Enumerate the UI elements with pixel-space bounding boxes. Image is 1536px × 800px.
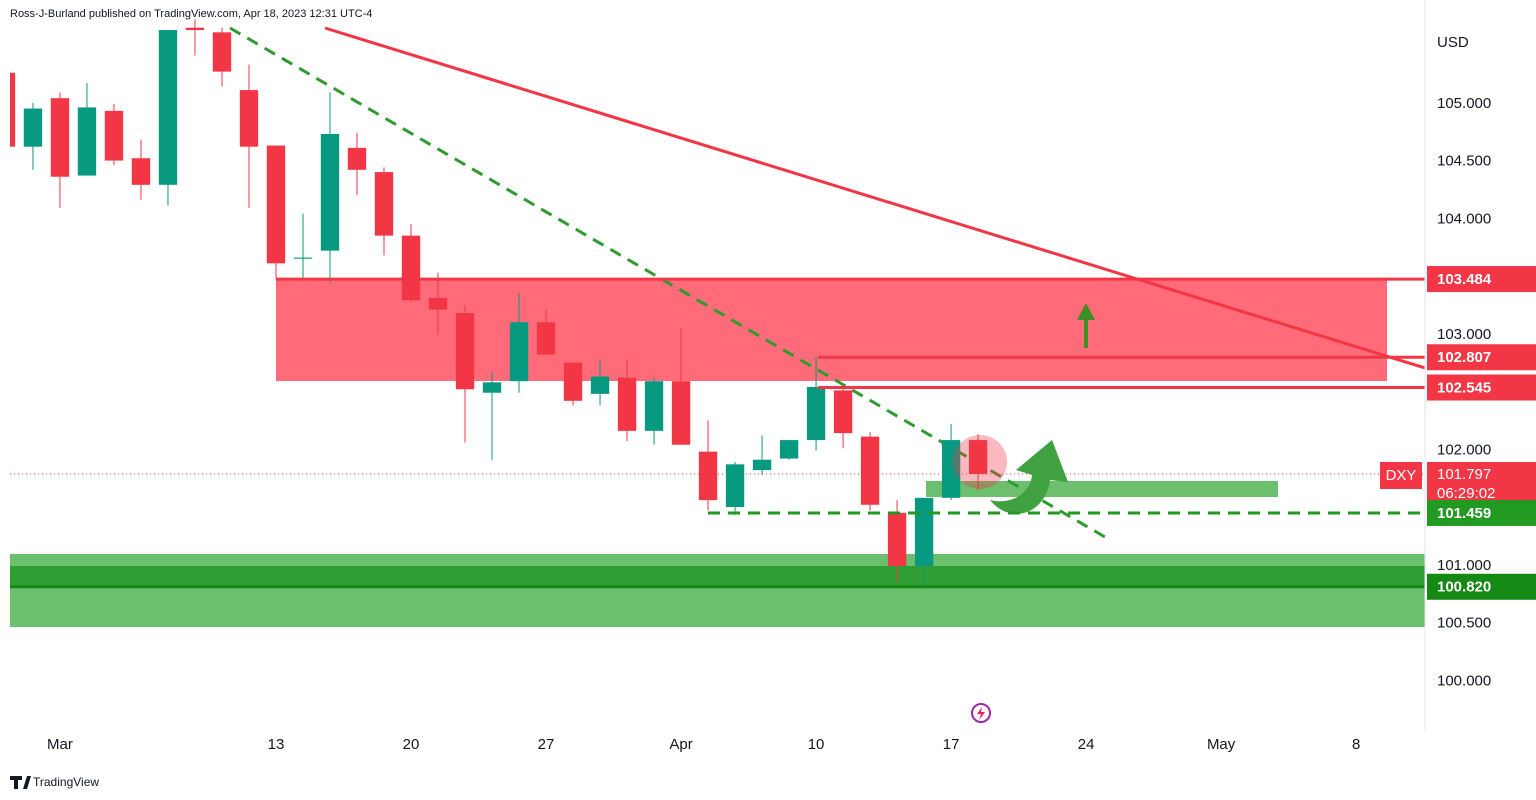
y-tick-label: 102.000: [1437, 441, 1491, 458]
brand: TradingView: [33, 775, 99, 789]
symbol: DXY: [1386, 467, 1417, 484]
support-core: [10, 566, 1425, 588]
x-tick-label: 10: [808, 736, 825, 753]
x-tick-label: Apr: [669, 736, 692, 753]
candle-body: [482, 382, 502, 393]
y-tick-label: 100.500: [1437, 615, 1491, 632]
candle-body: [374, 172, 394, 236]
support-zone: [10, 554, 1425, 627]
level-box: [1427, 573, 1536, 600]
candle-body: [833, 390, 853, 434]
x-tick-label: 24: [1078, 736, 1095, 753]
candle-body: [158, 30, 178, 185]
candle-body: [104, 110, 124, 161]
x-tick-label: 27: [538, 736, 555, 753]
y-tick-label: 100.000: [1437, 672, 1491, 689]
candle-body: [320, 133, 340, 251]
candle-body: [50, 98, 70, 177]
candle-body: [428, 298, 448, 310]
level-label: 103.484: [1437, 271, 1492, 288]
level-label: 100.820: [1437, 579, 1491, 596]
candle-body: [563, 362, 583, 401]
trend-line: [324, 26, 1425, 370]
candle-body: [887, 512, 907, 566]
candle-body: [212, 32, 232, 72]
level-box: [1427, 344, 1536, 371]
candle-body: [698, 451, 718, 501]
candle-body: [347, 147, 367, 170]
last-price: 101.797: [1437, 466, 1491, 483]
y-tick-label: 105.000: [1437, 95, 1491, 112]
candle-body: [752, 459, 772, 471]
candle-body: [806, 386, 826, 441]
candle-body: [779, 440, 799, 459]
candle-body: [617, 377, 637, 431]
plot-area: [10, 19, 1425, 627]
x-tick-label: 8: [1352, 736, 1360, 753]
x-tick-label: 13: [268, 736, 285, 753]
highlight-circle: [953, 435, 1007, 489]
level-label: 102.545: [1437, 379, 1491, 396]
currency: USD: [1437, 34, 1469, 51]
candle-body: [590, 376, 610, 394]
candle-body: [455, 313, 475, 390]
level-box: [1427, 374, 1536, 401]
candle-body: [401, 235, 421, 301]
header: Ross-J-Burland published on TradingView.…: [10, 8, 372, 20]
candle-body: [131, 158, 151, 185]
y-tick-label: 103.000: [1437, 326, 1491, 343]
candle-body: [77, 107, 97, 176]
candles: [10, 19, 988, 588]
candle-body: [914, 497, 934, 566]
event-bolt: [977, 707, 985, 720]
curved-arrow: [990, 440, 1068, 514]
candle-body: [644, 381, 664, 431]
countdown: 06:29:02: [1437, 485, 1495, 502]
x-tick-label: 17: [943, 736, 960, 753]
event-icon[interactable]: [971, 703, 991, 723]
candle-body: [293, 257, 313, 259]
candle-body: [10, 72, 16, 147]
last-price-box: [1427, 462, 1536, 502]
candle-body: [185, 27, 205, 31]
level-label: 102.807: [1437, 349, 1491, 366]
level-box: [1427, 266, 1536, 293]
candle-body: [860, 436, 880, 505]
candle-body: [23, 108, 43, 147]
level-box: [1427, 499, 1536, 526]
candle-body: [536, 322, 556, 355]
candle-body: [671, 381, 691, 445]
up-arrow-head: [1077, 303, 1095, 320]
y-tick-label: 104.500: [1437, 153, 1491, 170]
candle-body: [968, 440, 988, 474]
y-tick-label: 104.000: [1437, 210, 1491, 227]
x-tick-label: May: [1207, 736, 1236, 753]
candle-body: [509, 322, 529, 382]
candle-body: [725, 464, 745, 508]
symbol-box: [1380, 462, 1422, 489]
y-tick-label: 101.000: [1437, 557, 1491, 574]
x-tick-label: 20: [403, 736, 420, 753]
resistance-zone: [276, 278, 1387, 381]
candle-body: [266, 145, 286, 264]
candle-body: [941, 440, 961, 498]
candle-body: [239, 90, 259, 147]
brand-logo: [10, 776, 31, 789]
x-tick-label: Mar: [47, 736, 73, 753]
level-label: 101.459: [1437, 505, 1491, 522]
